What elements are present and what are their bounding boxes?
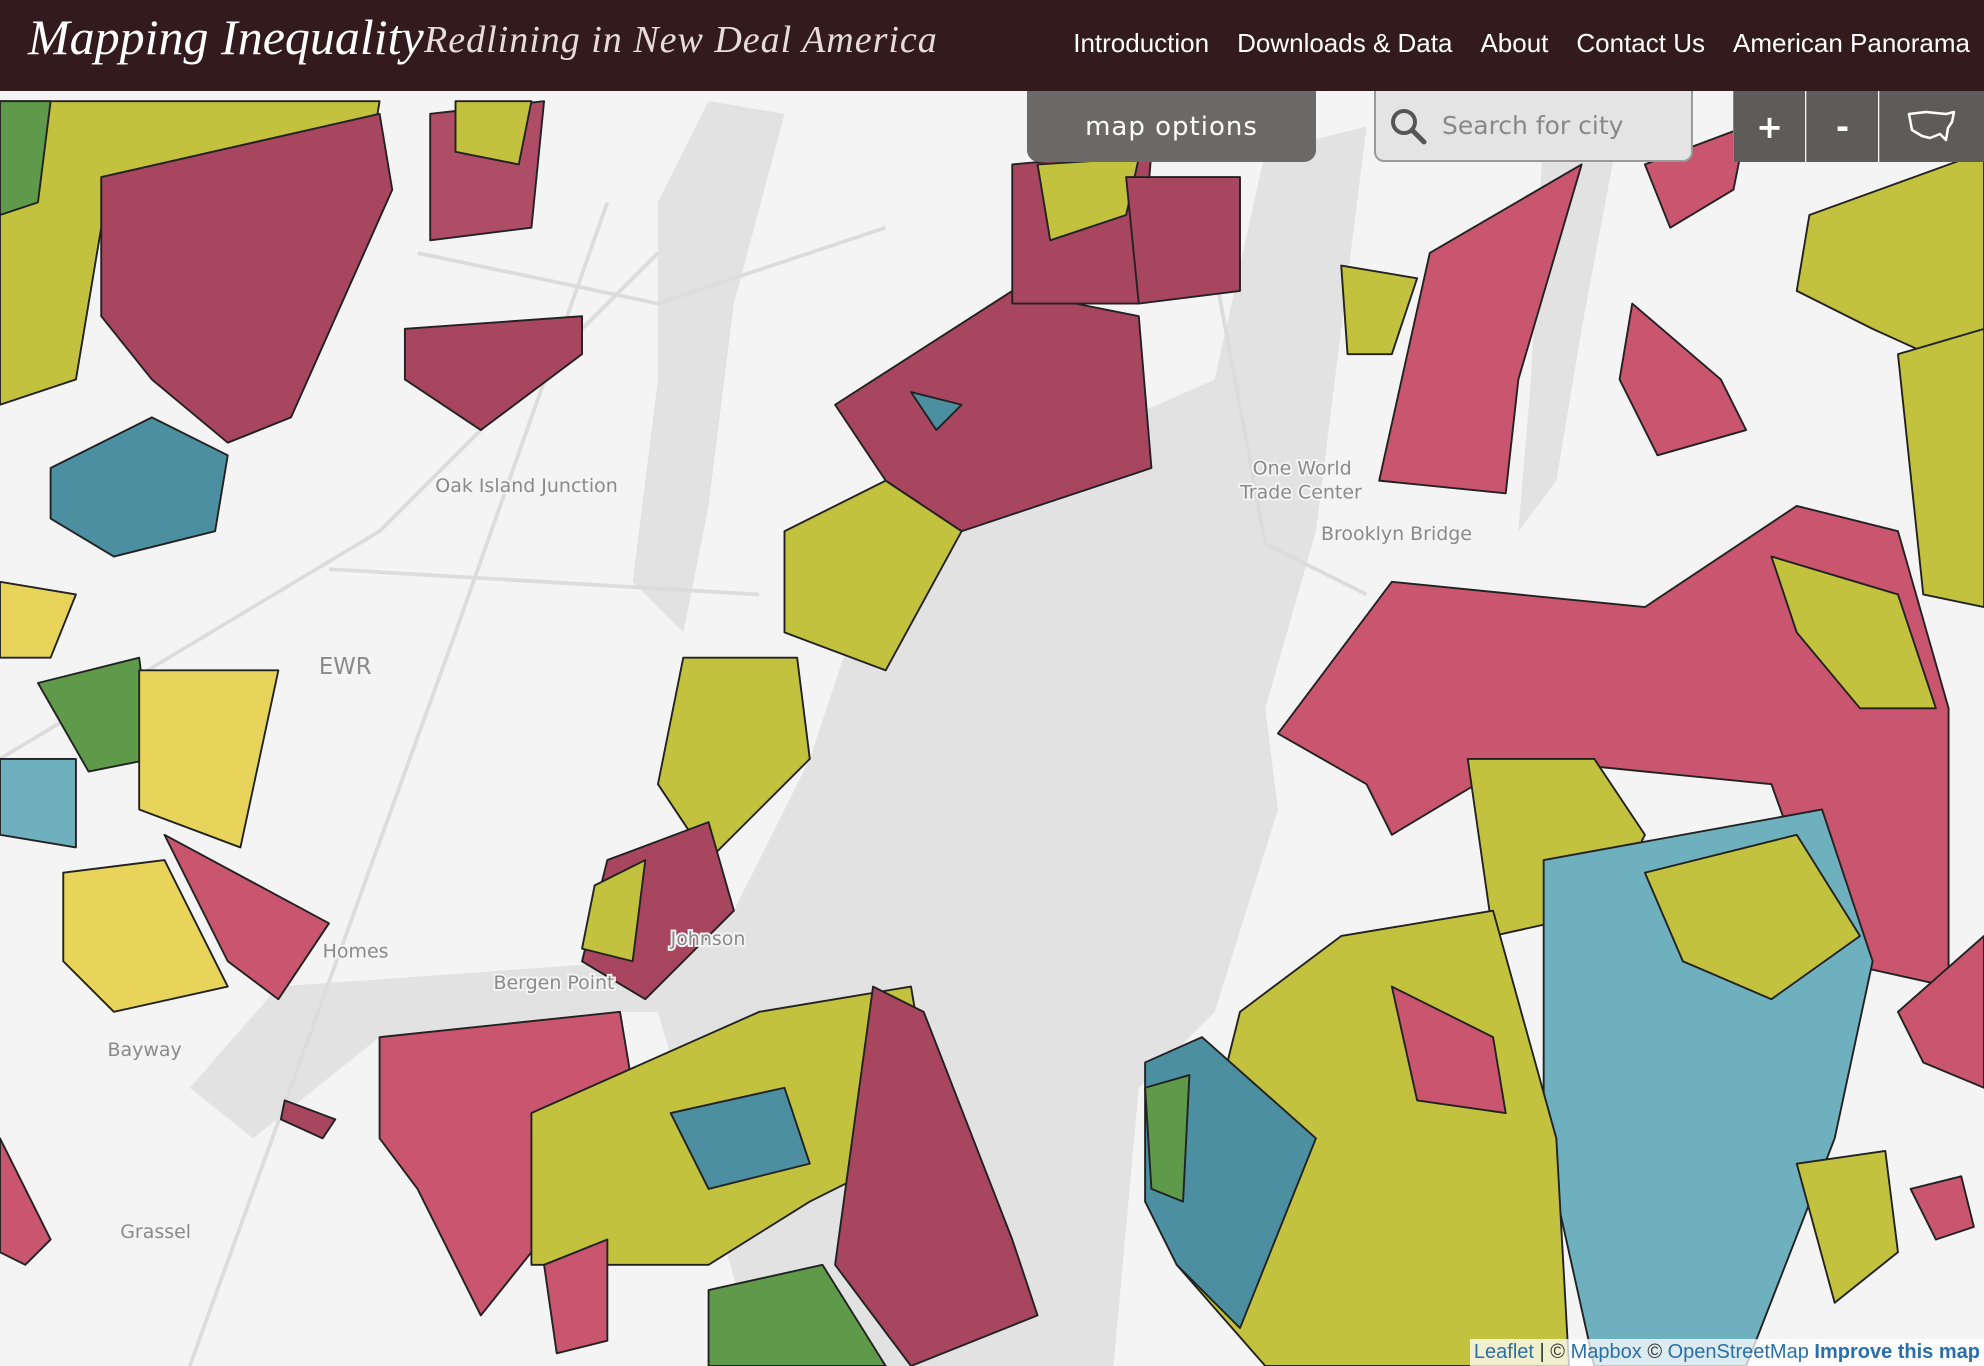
place-label: EWR: [319, 654, 372, 680]
attribution-text: | ©: [1539, 1341, 1566, 1363]
place-label: Oak Island Junction: [435, 475, 617, 497]
place-label: Johnson: [670, 928, 746, 950]
place-label: Grassel: [120, 1221, 191, 1243]
site-title[interactable]: Mapping Inequality: [28, 9, 424, 65]
place-label: Homes: [323, 940, 389, 962]
districts: [0, 100, 1984, 1366]
nav-link[interactable]: American Panorama: [1733, 28, 1970, 58]
place-label: Bergen Point: [493, 972, 614, 994]
improve-map-link[interactable]: Improve this map: [1814, 1341, 1980, 1363]
attribution-text: ©: [1647, 1341, 1663, 1363]
place-label: Brooklyn Bridge: [1321, 523, 1472, 545]
search-box[interactable]: Search for city: [1374, 91, 1693, 162]
zoom-out[interactable]: -: [1806, 91, 1878, 162]
us-icon: [1907, 110, 1956, 141]
map-options-button[interactable]: map options: [1027, 91, 1316, 162]
site-subtitle: Redlining in New Deal America: [424, 19, 938, 61]
place-label: Bayway: [108, 1039, 182, 1061]
place-label: One World: [1253, 457, 1352, 479]
search-placeholder: Search for city: [1442, 111, 1624, 140]
nav-link[interactable]: About: [1480, 28, 1549, 58]
header: Mapping Inequality Redlining in New Deal…: [0, 0, 1984, 91]
attribution-link[interactable]: Mapbox: [1570, 1341, 1642, 1363]
nav-link[interactable]: Contact Us: [1576, 28, 1705, 58]
nav-link[interactable]: Downloads & Data: [1237, 28, 1453, 58]
attribution-link[interactable]: OpenStreetMap: [1667, 1341, 1809, 1363]
nav-link[interactable]: Introduction: [1073, 28, 1210, 58]
place-label: Trade Center: [1239, 481, 1362, 503]
zoom-in[interactable]: +: [1733, 91, 1805, 162]
us-map-button[interactable]: [1879, 91, 1984, 162]
attribution: Leaflet | © Mapbox © OpenStreetMap Impro…: [1469, 1339, 1984, 1366]
attribution-link[interactable]: Leaflet: [1473, 1341, 1534, 1363]
nav: Introduction Downloads & Data About Cont…: [1073, 28, 1970, 59]
search-icon: [1391, 108, 1427, 144]
